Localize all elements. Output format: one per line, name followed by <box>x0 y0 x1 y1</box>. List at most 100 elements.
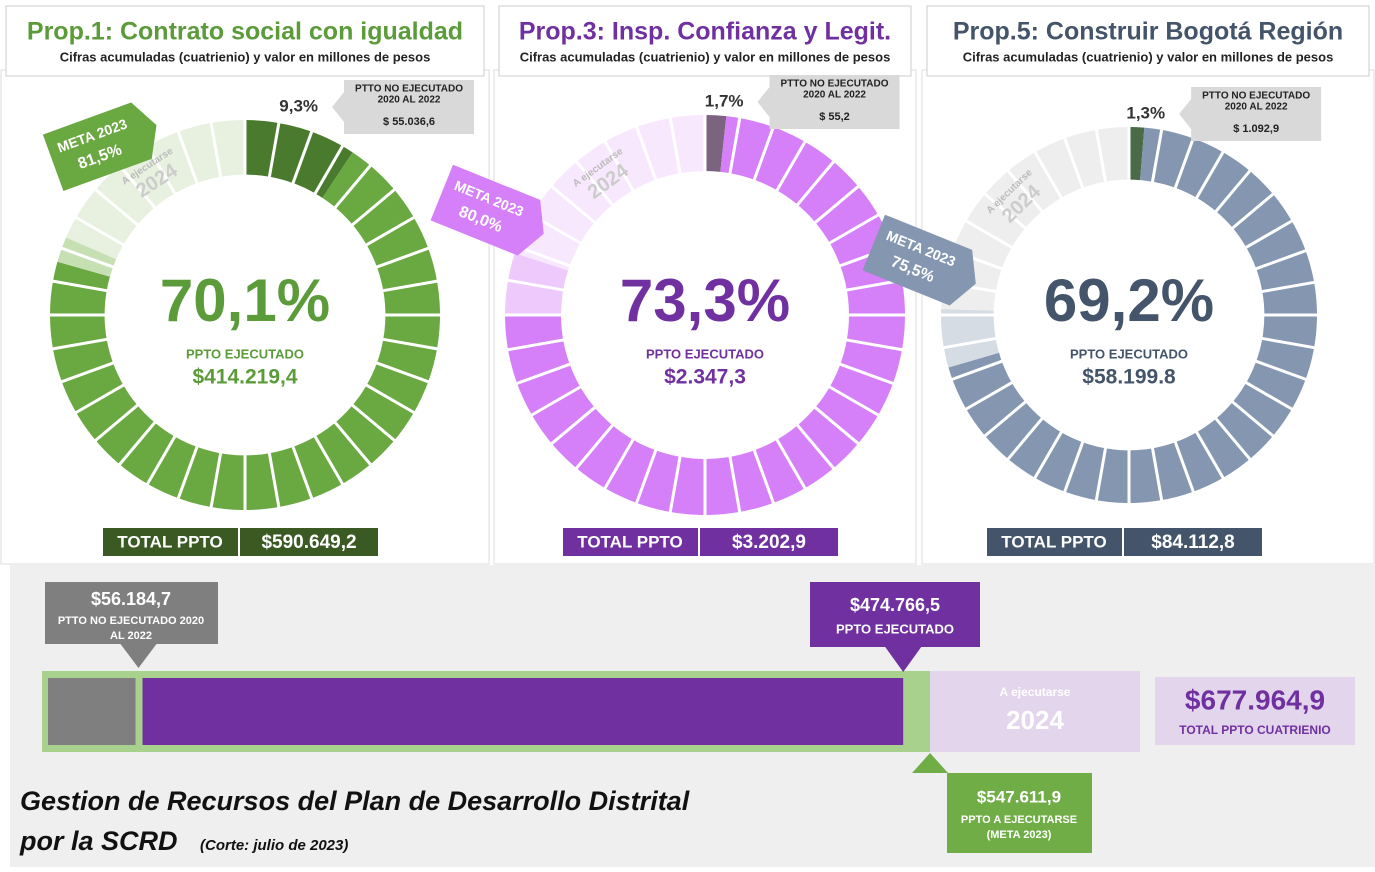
segment-divider <box>291 130 314 185</box>
segment-divider <box>350 403 397 443</box>
segment-divider <box>1033 150 1064 200</box>
segment-divider <box>1254 248 1308 271</box>
segment-divider <box>752 125 776 182</box>
segment-divider <box>117 420 157 467</box>
callout-box <box>1179 87 1322 141</box>
segment-divider <box>93 187 140 227</box>
total-box <box>1155 677 1355 745</box>
segment-divider <box>668 116 682 175</box>
not-executed-caption: 2020 AL 2022 <box>1225 102 1288 113</box>
segment-divider <box>752 448 776 505</box>
total-caption: TOTAL PPTO <box>577 532 682 551</box>
not-executed-percent: 9,3% <box>279 96 318 115</box>
segment-divider <box>176 130 199 185</box>
segment-divider <box>950 359 1004 382</box>
segment-divider <box>74 215 126 247</box>
segment-divider <box>1194 150 1225 200</box>
not-executed-caption: PTTO NO EJECUTADO <box>355 84 463 95</box>
segment-divider <box>795 160 836 207</box>
segment-divider <box>1006 416 1044 461</box>
segment-divider <box>506 338 565 352</box>
executed-arc <box>50 152 441 510</box>
not-executed-caption: PTTO NO EJECUTADO 2020 <box>58 615 204 627</box>
executed-caption: PPTO EJECUTADO <box>1070 346 1188 361</box>
segment-divider <box>515 244 572 268</box>
meta-amount: $547.611,9 <box>977 787 1061 806</box>
segment-divider <box>983 192 1028 230</box>
executed-caption: PPTO EJECUTADO <box>186 346 304 361</box>
segment-divider <box>795 423 836 470</box>
segment-divider <box>550 405 597 446</box>
total-amount-box <box>1124 528 1262 556</box>
total-amount: $590.649,2 <box>261 532 356 553</box>
executed-percent: 73,3% <box>620 267 790 334</box>
segment-divider <box>964 380 1014 411</box>
pending-caption: A ejecutarse <box>1000 685 1071 699</box>
total-amount: $3.202,9 <box>732 532 806 553</box>
segment-divider <box>983 400 1028 438</box>
segment-divider <box>506 278 565 292</box>
segment-divider <box>267 452 281 509</box>
panel-title: Prop.3: Insp. Confianza y Legit. <box>519 18 891 46</box>
segment-divider <box>1173 136 1196 190</box>
segment-divider <box>176 445 199 500</box>
footer-title: Gestion de Recursos del Plan de Desarrol… <box>20 786 690 816</box>
segment-divider <box>603 140 635 192</box>
total-caption: TOTAL PPTO <box>1001 532 1106 551</box>
segment-divider <box>1261 336 1316 350</box>
segment-divider <box>530 385 582 417</box>
segment-divider <box>1033 430 1064 480</box>
segment-divider <box>515 362 572 386</box>
total-amount: $84.112,8 <box>1151 532 1234 553</box>
meta-tag-shape <box>430 164 544 256</box>
segment-divider <box>145 434 177 486</box>
panel-subtitle: Cifras acumuladas (cuatrienio) y valor e… <box>963 49 1334 64</box>
executed-caption: PPTO EJECUTADO <box>646 346 764 361</box>
segment-divider <box>775 438 807 490</box>
panel-title: Prop.1: Contrato social con igualdad <box>27 18 463 46</box>
not-executed-caption: AL 2022 <box>110 630 152 642</box>
segment-divider <box>117 163 157 210</box>
not-executed-caption: 2020 AL 2022 <box>803 90 866 101</box>
executed-amount: $2.347,3 <box>664 366 746 389</box>
not-executed-bar <box>48 678 136 745</box>
segment-divider <box>1094 447 1108 502</box>
segment-divider <box>1094 128 1108 183</box>
not-executed-arc <box>245 120 353 198</box>
callout-box <box>757 75 900 129</box>
executed-amount: $58.199.8 <box>1082 366 1176 389</box>
segment-divider <box>1244 219 1294 250</box>
segment-divider <box>1214 169 1252 214</box>
total-caption-box <box>563 528 698 556</box>
footer-title: por la SCRD <box>19 826 178 856</box>
segment-divider <box>51 337 108 351</box>
segment-divider <box>375 361 430 384</box>
segment-divider <box>964 219 1014 250</box>
meta-tag-shape <box>42 102 157 191</box>
callout-box <box>45 582 218 668</box>
segment-divider <box>634 448 658 505</box>
not-executed-amount: $ 1.092,9 <box>1233 123 1279 135</box>
segment-divider <box>1173 440 1196 494</box>
callout-box <box>912 753 1092 853</box>
total-caption-box <box>103 528 238 556</box>
meta-tag-shape <box>862 214 976 306</box>
not-executed-caption: 2020 AL 2022 <box>378 95 441 106</box>
total-amount-box <box>240 528 378 556</box>
segment-divider <box>60 246 115 269</box>
pending-arc <box>66 120 245 260</box>
not-executed-caption: PTTO NO EJECUTADO <box>781 79 889 90</box>
meta-caption: PPTO A EJECUTARSE <box>961 814 1077 826</box>
segment-divider <box>942 336 997 350</box>
callout-box <box>332 80 475 134</box>
segment-divider <box>1230 400 1275 438</box>
segment-divider <box>828 213 880 245</box>
total-caption: TOTAL PPTO CUATRIENIO <box>1179 723 1331 737</box>
segment-divider <box>1150 447 1164 502</box>
executed-amount: $474.766,5 <box>850 595 940 615</box>
segment-divider <box>60 361 115 384</box>
segment-divider <box>1214 416 1252 461</box>
segment-divider <box>1230 192 1275 230</box>
segment-divider <box>209 121 223 178</box>
